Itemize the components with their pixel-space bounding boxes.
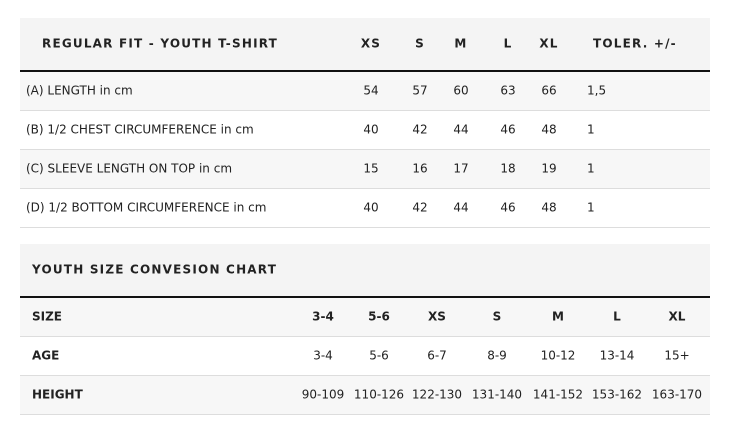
cell: (B) 1/2 CHEST CIRCUMFERENCE in cm xyxy=(26,123,254,137)
cell: 46 xyxy=(500,123,515,137)
cell: 15+ xyxy=(664,349,689,363)
row-band xyxy=(20,111,710,149)
cell: 44 xyxy=(453,123,468,137)
cell: 66 xyxy=(541,84,556,98)
cell: HEIGHT xyxy=(32,388,84,402)
column-header: S xyxy=(415,37,425,51)
cell: M xyxy=(552,310,564,324)
cell: 110-126 xyxy=(354,388,404,402)
cell: AGE xyxy=(32,349,59,363)
cell: 5-6 xyxy=(369,349,389,363)
table-title: YOUTH SIZE CONVESION CHART xyxy=(31,263,277,277)
cell: 44 xyxy=(453,201,468,215)
cell: 13-14 xyxy=(600,349,635,363)
row-band xyxy=(20,150,710,188)
cell: XL xyxy=(669,310,686,324)
cell: (C) SLEEVE LENGTH ON TOP in cm xyxy=(26,162,232,176)
cell: 63 xyxy=(500,84,515,98)
cell: 16 xyxy=(412,162,427,176)
cell: 6-7 xyxy=(427,349,447,363)
cell: (D) 1/2 BOTTOM CIRCUMFERENCE in cm xyxy=(26,201,266,215)
cell: 46 xyxy=(500,201,515,215)
cell: 40 xyxy=(363,201,378,215)
cell: 60 xyxy=(453,84,468,98)
title-band xyxy=(20,244,710,296)
cell: 19 xyxy=(541,162,556,176)
cell: 3-4 xyxy=(313,349,333,363)
cell: L xyxy=(613,310,621,324)
cell: (A) LENGTH in cm xyxy=(26,84,133,98)
cell: 1,5 xyxy=(587,84,606,98)
cell: 57 xyxy=(412,84,427,98)
cell: 5-6 xyxy=(368,310,390,324)
cell: 48 xyxy=(541,123,556,137)
cell: 15 xyxy=(363,162,378,176)
column-header: M xyxy=(454,37,467,51)
cell: 1 xyxy=(587,162,595,176)
column-header: XS xyxy=(361,37,381,51)
cell: SIZE xyxy=(32,310,62,324)
cell: 1 xyxy=(587,123,595,137)
header-band xyxy=(20,18,710,70)
cell: 40 xyxy=(363,123,378,137)
column-header: L xyxy=(504,37,513,51)
cell: 42 xyxy=(412,123,427,137)
cell: 8-9 xyxy=(487,349,507,363)
cell: 18 xyxy=(500,162,515,176)
row-band xyxy=(20,337,710,375)
cell: 153-162 xyxy=(592,388,642,402)
cell: 131-140 xyxy=(472,388,522,402)
cell: 141-152 xyxy=(533,388,583,402)
row-band xyxy=(20,298,710,336)
cell: 10-12 xyxy=(541,349,576,363)
column-header: TOLER. +/- xyxy=(593,37,677,51)
cell: 48 xyxy=(541,201,556,215)
row-band xyxy=(20,189,710,227)
cell: 90-109 xyxy=(302,388,345,402)
row-band xyxy=(20,376,710,414)
cell: 42 xyxy=(412,201,427,215)
cell: 17 xyxy=(453,162,468,176)
cell: 54 xyxy=(363,84,378,98)
column-header: REGULAR FIT - YOUTH T-SHIRT xyxy=(42,37,278,51)
column-header: XL xyxy=(539,37,558,51)
row-band xyxy=(20,72,710,110)
cell: 163-170 xyxy=(652,388,702,402)
cell: 122-130 xyxy=(412,388,462,402)
cell: S xyxy=(493,310,502,324)
cell: 3-4 xyxy=(312,310,334,324)
cell: XS xyxy=(428,310,446,324)
cell: 1 xyxy=(587,201,595,215)
